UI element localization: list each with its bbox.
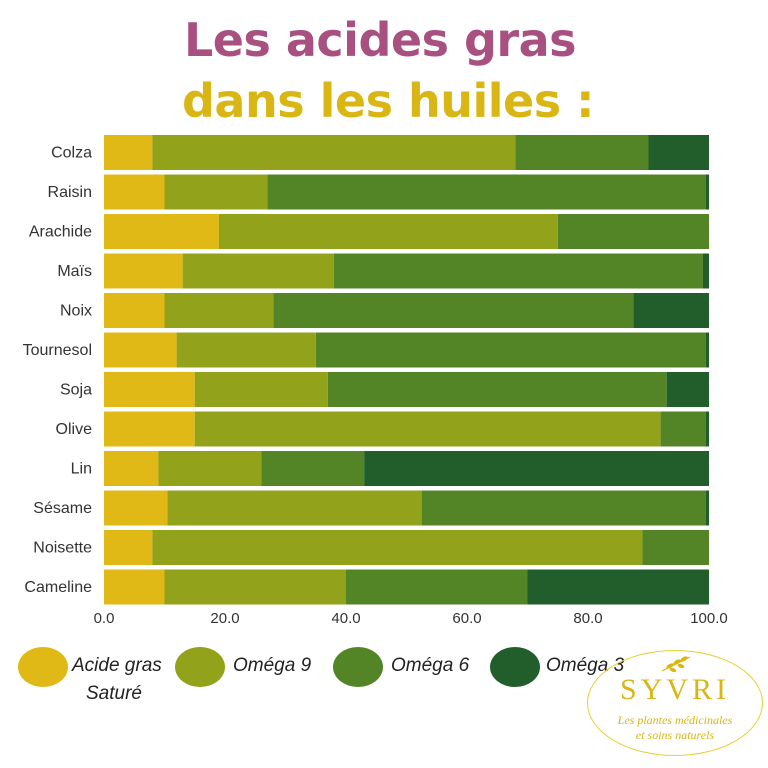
bar-arachide-acide-gras-sature xyxy=(104,214,219,249)
bar-lin-omega-9 xyxy=(158,451,262,486)
bar-noisette-omega-9 xyxy=(152,530,643,565)
bar-colza-acide-gras-sature xyxy=(104,135,153,170)
x-axis-ticks: 0.0 20.0 40.0 60.0 80.0 100.0 xyxy=(94,610,728,627)
bar-colza-omega-9 xyxy=(152,135,516,170)
logo-tagline-line-2: et soins naturels xyxy=(635,728,715,742)
bar-olive-acide-gras-sature xyxy=(104,411,195,447)
x-tick-label: 100.0 xyxy=(690,610,728,627)
bar-tournesol-acide-gras-sature xyxy=(104,332,177,368)
bar-arachide-omega-9 xyxy=(218,214,558,249)
bar-cameline-omega-9 xyxy=(164,569,346,605)
bar-mais-acide-gras-sature xyxy=(104,253,183,289)
x-tick-label: 80.0 xyxy=(573,610,602,627)
category-label-colza: Colza xyxy=(51,145,92,162)
bar-lin-omega-3 xyxy=(364,451,709,486)
category-label-arachide: Arachide xyxy=(29,224,92,241)
category-label-raisin: Raisin xyxy=(48,184,92,201)
legend-swatch-acide-gras-sature xyxy=(18,647,68,687)
plant-sprig-icon xyxy=(661,656,691,673)
category-label-tournesol: Tournesol xyxy=(23,342,92,359)
bar-cameline-omega-6 xyxy=(346,569,528,605)
category-label-mais: Maïs xyxy=(57,263,92,280)
bar-tournesol-omega-3 xyxy=(705,332,709,368)
x-tick-label: 60.0 xyxy=(452,610,481,627)
bar-sesame-omega-9 xyxy=(167,490,422,526)
page-title-line-1: Les acides gras xyxy=(183,13,577,67)
bar-cameline-omega-3 xyxy=(527,569,709,605)
bar-soja-acide-gras-sature xyxy=(104,372,195,407)
bar-arachide-omega-6 xyxy=(557,214,709,249)
bar-noisette-acide-gras-sature xyxy=(104,530,153,565)
bar-mais-omega-6 xyxy=(333,253,703,289)
legend-label-omega-9: Oméga 9 xyxy=(233,655,312,676)
bar-noix-acide-gras-sature xyxy=(104,293,165,328)
category-label-cameline: Cameline xyxy=(24,579,92,596)
page-title-line-2: dans les huiles : xyxy=(182,74,595,128)
bar-colza-omega-6 xyxy=(515,135,649,170)
bar-mais-omega-9 xyxy=(182,253,334,289)
logo-tagline-line-1: Les plantes médicinales xyxy=(617,713,733,727)
category-label-lin: Lin xyxy=(71,461,92,478)
bar-olive-omega-3 xyxy=(705,411,709,447)
bar-mais-omega-3 xyxy=(702,253,709,289)
category-label-noisette: Noisette xyxy=(33,540,92,557)
category-labels: Colza Raisin Arachide Maïs Noix Tournesol Soja… xyxy=(23,145,92,597)
bar-raisin-acide-gras-sature xyxy=(104,174,165,210)
bar-noisette-omega-6 xyxy=(642,530,709,565)
bar-raisin-omega-9 xyxy=(164,174,268,210)
legend-label-acide-gras-sature-line2: Saturé xyxy=(86,683,142,704)
legend-label-omega-6: Oméga 6 xyxy=(391,655,470,676)
category-label-olive: Olive xyxy=(56,421,93,438)
bar-lin-acide-gras-sature xyxy=(104,451,159,486)
x-tick-label: 0.0 xyxy=(94,610,115,627)
bar-sesame-acide-gras-sature xyxy=(104,490,168,526)
legend-swatch-omega-3 xyxy=(490,647,540,687)
legend-swatch-omega-6 xyxy=(333,647,383,687)
legend-label-acide-gras-sature-line1: Acide gras xyxy=(72,655,162,676)
bar-colza-omega-3 xyxy=(648,135,709,170)
bars-layer xyxy=(104,135,709,605)
bar-cameline-acide-gras-sature xyxy=(104,569,165,605)
bar-noix-omega-3 xyxy=(633,293,709,328)
bar-raisin-omega-6 xyxy=(267,174,706,210)
syvri-logo: SYVRI Les plantes médicinales et soins n… xyxy=(587,650,763,756)
bar-soja-omega-6 xyxy=(327,372,667,407)
logo-name: SYVRI xyxy=(619,673,730,706)
bar-tournesol-omega-9 xyxy=(176,332,316,368)
legend-swatch-omega-9 xyxy=(175,647,225,687)
bar-noix-omega-6 xyxy=(273,293,634,328)
category-label-noix: Noix xyxy=(60,303,92,320)
bar-soja-omega-3 xyxy=(666,372,709,407)
x-tick-label: 20.0 xyxy=(210,610,239,627)
bar-sesame-omega-6 xyxy=(421,490,706,526)
bar-olive-omega-6 xyxy=(660,411,706,447)
category-label-sesame: Sésame xyxy=(33,500,92,517)
bar-noix-omega-9 xyxy=(164,293,274,328)
bar-raisin-omega-3 xyxy=(705,174,709,210)
bar-olive-omega-9 xyxy=(194,411,661,447)
bar-tournesol-omega-6 xyxy=(315,332,706,368)
stacked-bar-chart: Colza Raisin Arachide Maïs Noix Tournesol Soja… xyxy=(23,135,728,627)
x-tick-label: 40.0 xyxy=(331,610,360,627)
bar-sesame-omega-3 xyxy=(705,490,709,526)
bar-lin-omega-6 xyxy=(261,451,365,486)
category-label-soja: Soja xyxy=(60,382,92,399)
bar-soja-omega-9 xyxy=(194,372,328,407)
